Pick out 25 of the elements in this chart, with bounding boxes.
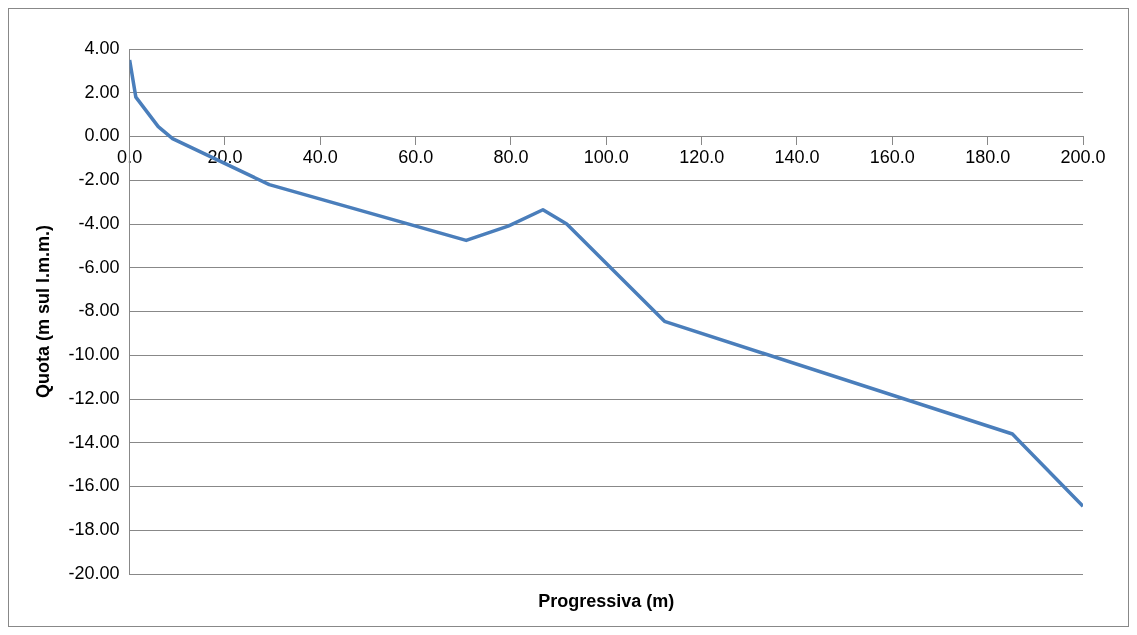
x-tick-label: 140.0 — [774, 147, 820, 168]
y-tick-label: -18.00 — [68, 519, 120, 540]
y-tick-label: -12.00 — [68, 387, 120, 408]
x-tick-label: 40.0 — [302, 147, 338, 168]
y-tick-label: -2.00 — [78, 169, 120, 190]
y-tick-label: 2.00 — [84, 81, 120, 102]
x-tick-label: 160.0 — [869, 147, 915, 168]
y-axis-title: Quota (m sul l.m.m.) — [32, 224, 53, 399]
x-axis-title: Progressiva (m) — [538, 590, 675, 611]
y-tick-label: -4.00 — [78, 212, 120, 233]
y-tick-label: 4.00 — [84, 37, 120, 58]
y-tick-label: -10.00 — [68, 344, 120, 365]
y-tick-label: -16.00 — [68, 475, 120, 496]
x-tick-label: 0.0 — [117, 147, 143, 168]
y-tick-label: -20.00 — [68, 562, 120, 583]
y-tick-label: -14.00 — [68, 431, 120, 452]
x-tick-label: 180.0 — [965, 147, 1011, 168]
x-tick-label: 100.0 — [583, 147, 629, 168]
y-tick-label: -6.00 — [78, 256, 120, 277]
x-tick-label: 120.0 — [679, 147, 725, 168]
y-tick-label: -8.00 — [78, 300, 120, 321]
y-tick-label: 0.00 — [84, 125, 120, 146]
x-tick-label: 60.0 — [398, 147, 434, 168]
x-tick-label: 200.0 — [1060, 147, 1106, 168]
x-tick-label: 80.0 — [493, 147, 529, 168]
